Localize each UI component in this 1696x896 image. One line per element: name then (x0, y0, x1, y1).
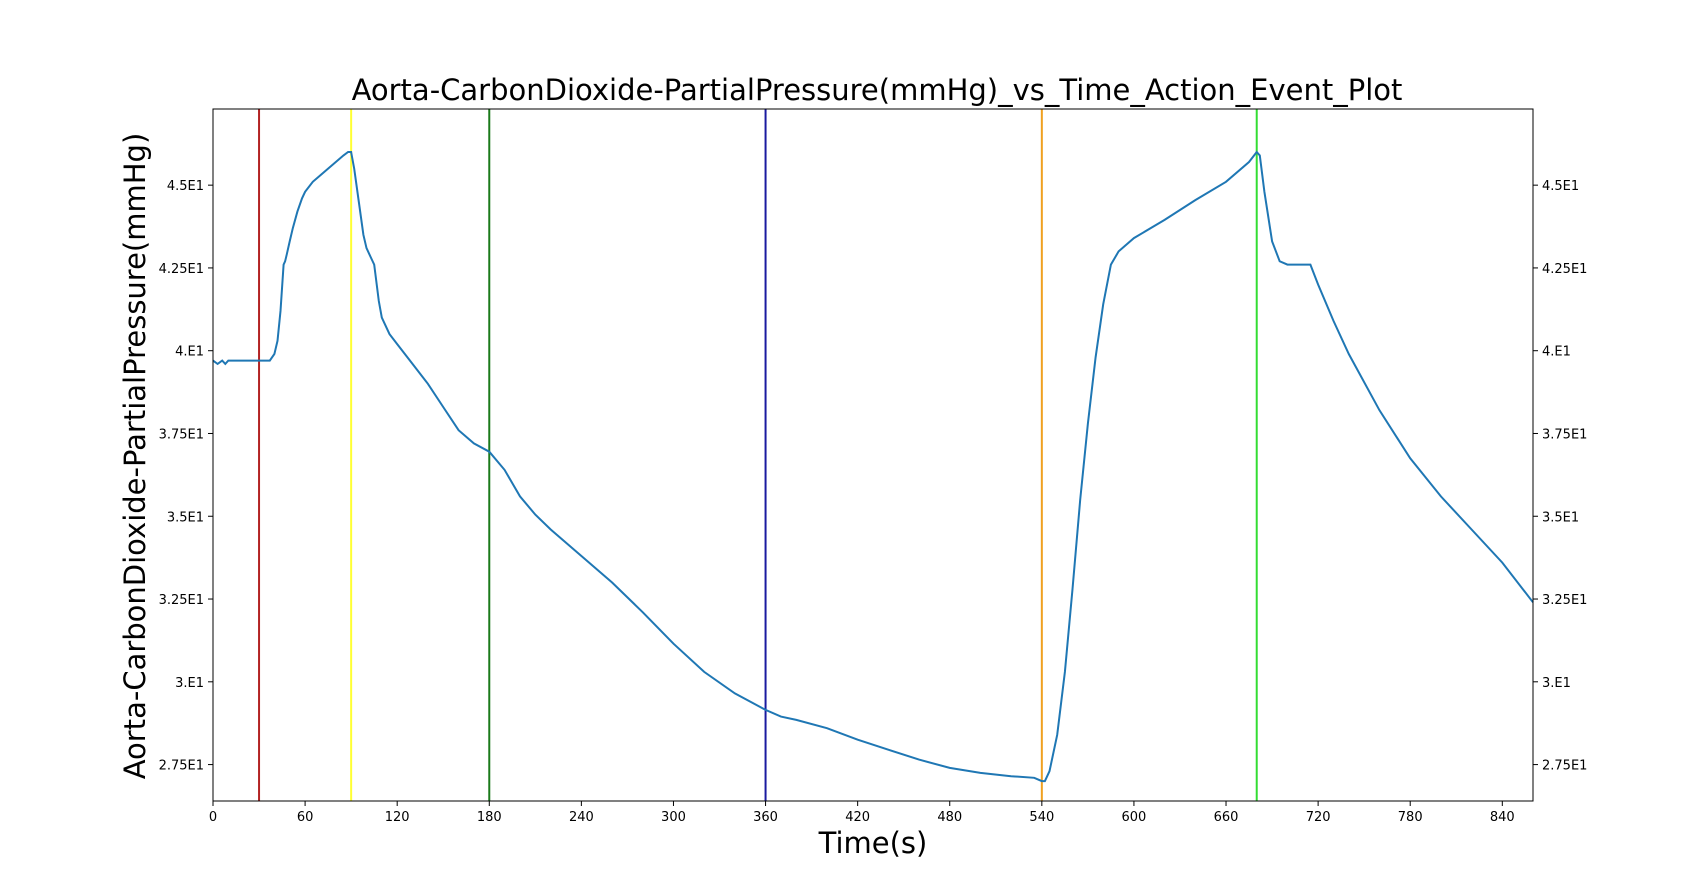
y-tick-label-left: 3.E1 (175, 676, 204, 691)
x-tick-label: 60 (297, 810, 314, 825)
event-lines (258, 109, 1258, 801)
plot-frame (212, 108, 1534, 802)
y-tick-label-right: 4.E1 (1542, 345, 1571, 360)
x-tick-label: 300 (661, 810, 686, 825)
y-tick-label-left: 4.E1 (175, 345, 204, 360)
x-tick-label: 480 (937, 810, 962, 825)
y-tick-label-left: 3.5E1 (167, 510, 204, 525)
y-axis-ticks-left: 2.75E1 3.E1 3.25E1 3.5E1 3.75E1 4.E1 4.25E1 4.5… (159, 179, 213, 774)
y-tick-label-left: 3.25E1 (159, 593, 204, 608)
y-tick-label-left: 4.5E1 (167, 179, 204, 194)
x-tick-label: 660 (1214, 810, 1239, 825)
y-axis-label: Aorta-CarbonDioxide-PartialPressure(mmHg… (118, 133, 152, 780)
y-tick-label-left: 2.75E1 (159, 759, 204, 774)
x-axis-label: Time(s) (818, 826, 928, 860)
x-tick-label: 420 (845, 810, 870, 825)
x-tick-label: 0 (209, 810, 217, 825)
y-tick-label-left: 4.25E1 (159, 262, 204, 277)
x-tick-label: 780 (1398, 810, 1423, 825)
x-tick-label: 120 (385, 810, 410, 825)
x-tick-label: 360 (753, 810, 778, 825)
x-tick-label: 540 (1029, 810, 1054, 825)
y-tick-label-right: 4.5E1 (1542, 179, 1579, 194)
y-tick-label-left: 3.75E1 (159, 427, 204, 442)
x-tick-label: 180 (477, 810, 502, 825)
y-tick-label-right: 3.75E1 (1542, 427, 1587, 442)
series-line (212, 150, 1534, 783)
y-axis-ticks-right: 2.75E1 3.E1 3.25E1 3.5E1 3.75E1 4.E1 4.25E1 4.5… (1533, 179, 1587, 774)
x-axis-ticks: 0 60 120 180 240 300 360 420 480 540 600 660 720 780 8… (209, 801, 1515, 825)
y-tick-label-right: 3.25E1 (1542, 593, 1587, 608)
y-tick-label-right: 4.25E1 (1542, 262, 1587, 277)
y-tick-label-right: 3.5E1 (1542, 510, 1579, 525)
y-tick-label-right: 2.75E1 (1542, 759, 1587, 774)
x-tick-label: 840 (1490, 810, 1515, 825)
x-tick-label: 240 (569, 810, 594, 825)
chart-title: Aorta-CarbonDioxide-PartialPressure(mmHg… (352, 73, 1403, 107)
x-tick-label: 600 (1122, 810, 1147, 825)
y-tick-label-right: 3.E1 (1542, 676, 1571, 691)
x-tick-label: 720 (1306, 810, 1331, 825)
